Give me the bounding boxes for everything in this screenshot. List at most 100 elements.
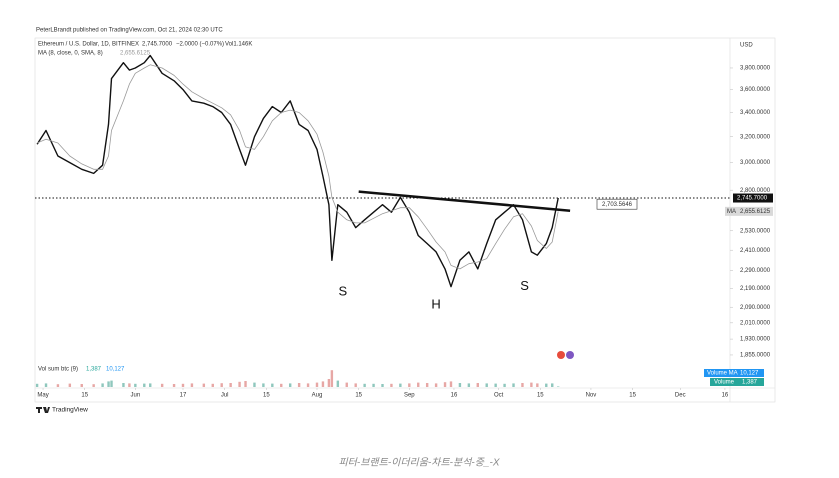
volume-bar: [556, 386, 560, 387]
volume-bar: [262, 383, 265, 387]
ma-tag-label: 2,655.6125: [740, 209, 771, 215]
x-tick-label: 15: [81, 393, 88, 399]
y-tick-label: 2,410.0000: [740, 248, 771, 254]
volume-bar: [425, 383, 429, 387]
volume-bar: [128, 383, 131, 387]
volume-bar: [122, 383, 125, 387]
volume-bar: [44, 383, 48, 387]
volume-ma-value: 10,127: [740, 371, 759, 377]
volume-bar: [336, 380, 340, 387]
volume-bar: [160, 383, 164, 387]
y-tick-label: 1,855.0000: [740, 353, 771, 359]
volume-tag: [710, 378, 764, 386]
caption: 피터-브랜트-이더리움-차트-분석-중_-X: [338, 457, 499, 469]
volume-bar: [253, 382, 256, 387]
volume-bar: [288, 383, 292, 387]
trendline: [358, 190, 571, 212]
ma-legend-value: 2,655.6125: [120, 51, 151, 57]
volume-bar: [110, 380, 113, 387]
volume-bar: [280, 383, 283, 387]
x-tick-label: Jun: [131, 393, 141, 399]
volume-bar: [512, 383, 515, 387]
y-tick-label: 3,600.0000: [740, 87, 771, 93]
logo: TradingView: [52, 407, 88, 414]
x-tick-label: 17: [180, 393, 187, 399]
volume-value: 1,387: [742, 380, 758, 386]
volume-bar: [190, 383, 194, 387]
volume-legend-last: 1,387: [86, 367, 102, 373]
volume-bar: [172, 384, 176, 387]
y-tick-label: 2,290.0000: [740, 268, 771, 274]
volume-bar: [467, 383, 471, 387]
y-tick-label: 2,190.0000: [740, 286, 771, 292]
volume-bar: [536, 383, 539, 387]
volume-bar: [449, 381, 453, 387]
y-tick-label: 3,800.0000: [740, 66, 771, 72]
volume-bar: [327, 379, 331, 387]
volume-bar: [545, 383, 548, 387]
volume-bar: [56, 384, 60, 387]
volume-bar: [134, 383, 137, 387]
volume-bar: [485, 383, 488, 387]
y-tick-label: 3,200.0000: [740, 134, 771, 140]
volume-bar: [181, 383, 185, 387]
y-tick-label: 2,800.0000: [740, 188, 771, 194]
price-line: [36, 54, 559, 288]
annotation: S: [520, 278, 529, 293]
ma-tag: [725, 206, 773, 216]
volume-bar: [363, 383, 366, 387]
volume-ma-tag: [704, 369, 764, 377]
volume-bar: [458, 383, 462, 387]
volume-bar: [68, 383, 72, 387]
y-tick-label: 3,000.0000: [740, 160, 771, 166]
volume-bar: [315, 382, 319, 387]
published-note: PeterLBrandt published on TradingView.co…: [36, 28, 223, 34]
y-tick-label: 1,930.0000: [740, 337, 771, 343]
icon: [566, 351, 574, 359]
logo-mark: [36, 407, 50, 413]
volume-bar: [107, 381, 110, 387]
change: −2.0000 (−0.07%): [176, 42, 224, 48]
volume-bar: [408, 383, 411, 387]
currency: USD: [740, 43, 753, 49]
x-tick-label: 15: [537, 393, 544, 399]
volume-name: Volume: [714, 380, 735, 386]
volume-bar: [35, 383, 39, 387]
volume-bar: [530, 382, 533, 387]
volume-bar: [321, 381, 325, 387]
x-tick-label: Dec: [675, 393, 686, 399]
trendline-label-box: [596, 198, 638, 210]
x-tick-label: Oct: [494, 393, 504, 399]
ma-tag-name: MA: [727, 209, 736, 215]
annotation: H: [431, 297, 440, 312]
volume-bar: [80, 384, 83, 387]
y-tick-label: 2,090.0000: [740, 305, 771, 311]
x-tick-label: 15: [263, 393, 270, 399]
volume-bar: [390, 383, 393, 387]
volume-bar: [381, 384, 384, 387]
chart-frame: [34, 37, 776, 403]
ma-legend: MA (8, close, 0, SMA, 8): [38, 51, 103, 57]
x-tick-label: 15: [629, 393, 636, 399]
volume-bar: [345, 382, 348, 387]
x-tick-label: Sep: [404, 393, 415, 399]
volume-bar: [354, 383, 357, 387]
volume-legend-ma: 10,127: [106, 367, 125, 373]
volume-bar: [443, 382, 447, 387]
x-tick-label: May: [37, 393, 48, 399]
x-tick-label: 16: [722, 393, 729, 399]
volume-bar: [503, 383, 506, 387]
volume-bar: [101, 383, 104, 387]
x-tick-label: 16: [451, 393, 458, 399]
volume-bar: [92, 384, 95, 387]
volume-bar: [494, 383, 497, 387]
x-tick-label: Nov: [586, 393, 597, 399]
volume-bar: [551, 383, 554, 387]
volume-legend: Vol1.146K: [225, 42, 252, 48]
volume-bar: [229, 383, 232, 387]
x-tick-label: Aug: [312, 393, 323, 399]
volume-bar: [271, 383, 274, 387]
y-tick-label: 3,400.0000: [740, 110, 771, 116]
volume-ma-name: Volume MA: [707, 371, 738, 377]
volume-bar: [297, 383, 301, 387]
